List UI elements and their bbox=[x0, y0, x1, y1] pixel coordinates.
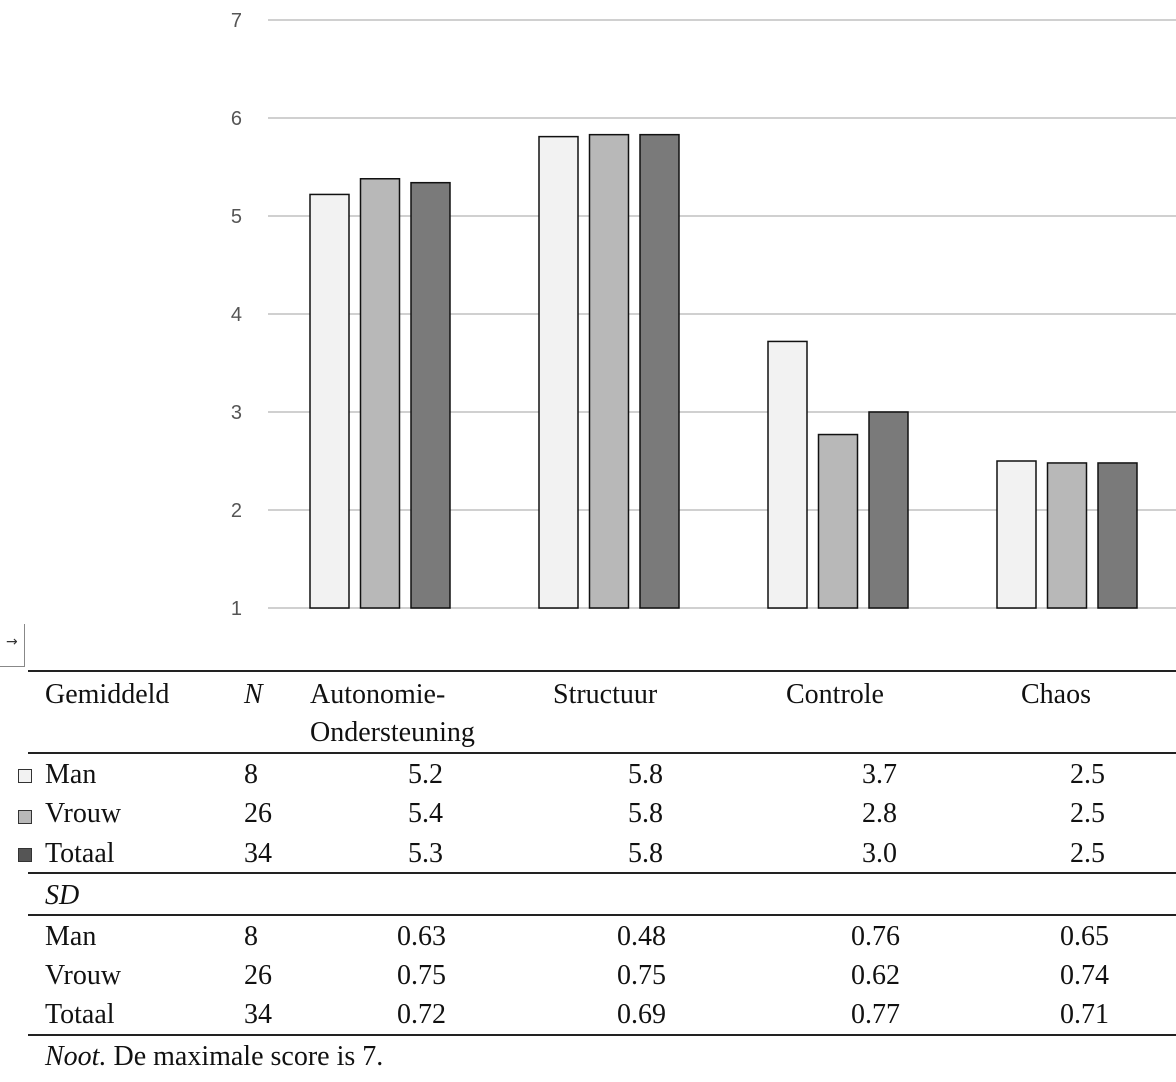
sd-row-value: 0.71 bbox=[1060, 999, 1109, 1030]
sd-row-value: 0.75 bbox=[397, 960, 446, 991]
sd-row-value: 0.77 bbox=[851, 999, 900, 1030]
sd-row-value: 0.76 bbox=[851, 921, 900, 952]
sd-row-label: Man bbox=[45, 921, 97, 952]
header-n: N bbox=[244, 679, 263, 710]
bar-totaal-3 bbox=[868, 411, 909, 609]
legend-swatch-man bbox=[18, 769, 32, 783]
y-tick-label: 2 bbox=[231, 500, 242, 522]
table-bottom-rule bbox=[28, 1034, 1176, 1036]
sd-row-value: 0.72 bbox=[397, 999, 446, 1030]
bar-vrouw-2 bbox=[588, 133, 630, 609]
mean-row-value: 2.5 bbox=[1070, 838, 1105, 869]
note-label: Noot. bbox=[45, 1041, 107, 1072]
note-text: De maximale score is 7. bbox=[106, 1041, 384, 1072]
table-top-rule bbox=[28, 670, 1176, 672]
sd-row-value: 0.74 bbox=[1060, 960, 1109, 991]
mean-row-value: 3.7 bbox=[862, 759, 897, 790]
sd-row-n: 34 bbox=[244, 999, 272, 1030]
mean-bottom-rule bbox=[28, 872, 1176, 874]
legend-swatch-vrouw bbox=[18, 810, 32, 824]
sd-top-rule bbox=[28, 914, 1176, 916]
header-gemiddeld: Gemiddeld bbox=[45, 679, 170, 710]
header-bottom-rule bbox=[28, 752, 1176, 754]
header-autonomie-line2: Ondersteuning bbox=[310, 717, 475, 748]
mean-row-value: 2.8 bbox=[862, 798, 897, 829]
mean-row-label: Man bbox=[45, 759, 97, 790]
sd-label: SD bbox=[45, 880, 80, 911]
bar-man-4 bbox=[996, 460, 1037, 609]
sd-row-value: 0.69 bbox=[617, 999, 666, 1030]
mean-row-label: Vrouw bbox=[45, 798, 122, 829]
bar-man-3 bbox=[767, 340, 808, 609]
header-chaos: Chaos bbox=[1021, 679, 1091, 710]
sd-row-n: 26 bbox=[244, 960, 272, 991]
anchor-marker: → bbox=[0, 624, 25, 667]
header-controle: Controle bbox=[786, 679, 884, 710]
y-tick-label: 7 bbox=[231, 10, 242, 32]
mean-row-value: 5.8 bbox=[628, 838, 663, 869]
header-structuur: Structuur bbox=[553, 679, 658, 710]
y-tick-label: 1 bbox=[231, 598, 242, 620]
mean-row-value: 5.4 bbox=[408, 798, 443, 829]
mean-row-value: 5.2 bbox=[408, 759, 443, 790]
table-note: Noot. De maximale score is 7. bbox=[45, 1040, 383, 1074]
arrow-icon: → bbox=[6, 634, 18, 650]
sd-row-label: Vrouw bbox=[45, 960, 122, 991]
sd-row-value: 0.63 bbox=[397, 921, 446, 952]
bar-totaal-4 bbox=[1097, 462, 1138, 609]
bar-vrouw-3 bbox=[817, 433, 859, 609]
mean-row-value: 2.5 bbox=[1070, 759, 1105, 790]
bar-chart: 1 2 3 4 5 6 7 bbox=[231, 10, 1176, 620]
mean-row-value: 3.0 bbox=[862, 838, 897, 869]
mean-row-value: 5.3 bbox=[408, 838, 443, 869]
bar-totaal-2 bbox=[639, 133, 680, 609]
sd-row-n: 8 bbox=[244, 921, 258, 952]
bar-vrouw-1 bbox=[359, 178, 401, 609]
mean-row-value: 5.8 bbox=[628, 759, 663, 790]
sd-row-value: 0.48 bbox=[617, 921, 666, 952]
mean-row-n: 34 bbox=[244, 838, 272, 869]
sd-row-value: 0.65 bbox=[1060, 921, 1109, 952]
bar-man-2 bbox=[538, 135, 579, 609]
y-tick-label: 6 bbox=[231, 108, 242, 130]
sd-row-value: 0.75 bbox=[617, 960, 666, 991]
bar-totaal-1 bbox=[410, 181, 451, 609]
mean-row-label: Totaal bbox=[45, 838, 115, 869]
bar-man-1 bbox=[309, 193, 350, 609]
mean-row-value: 2.5 bbox=[1070, 798, 1105, 829]
legend-swatch-totaal bbox=[18, 848, 32, 862]
mean-row-value: 5.8 bbox=[628, 798, 663, 829]
header-autonomie-line1: Autonomie- bbox=[310, 679, 446, 710]
bar-vrouw-4 bbox=[1046, 462, 1088, 609]
y-tick-label: 5 bbox=[231, 206, 242, 228]
sd-row-label: Totaal bbox=[45, 999, 115, 1030]
y-tick-label: 3 bbox=[231, 402, 242, 424]
y-tick-label: 4 bbox=[231, 304, 242, 326]
sd-row-value: 0.62 bbox=[851, 960, 900, 991]
mean-row-n: 8 bbox=[244, 759, 258, 790]
mean-row-n: 26 bbox=[244, 798, 272, 829]
